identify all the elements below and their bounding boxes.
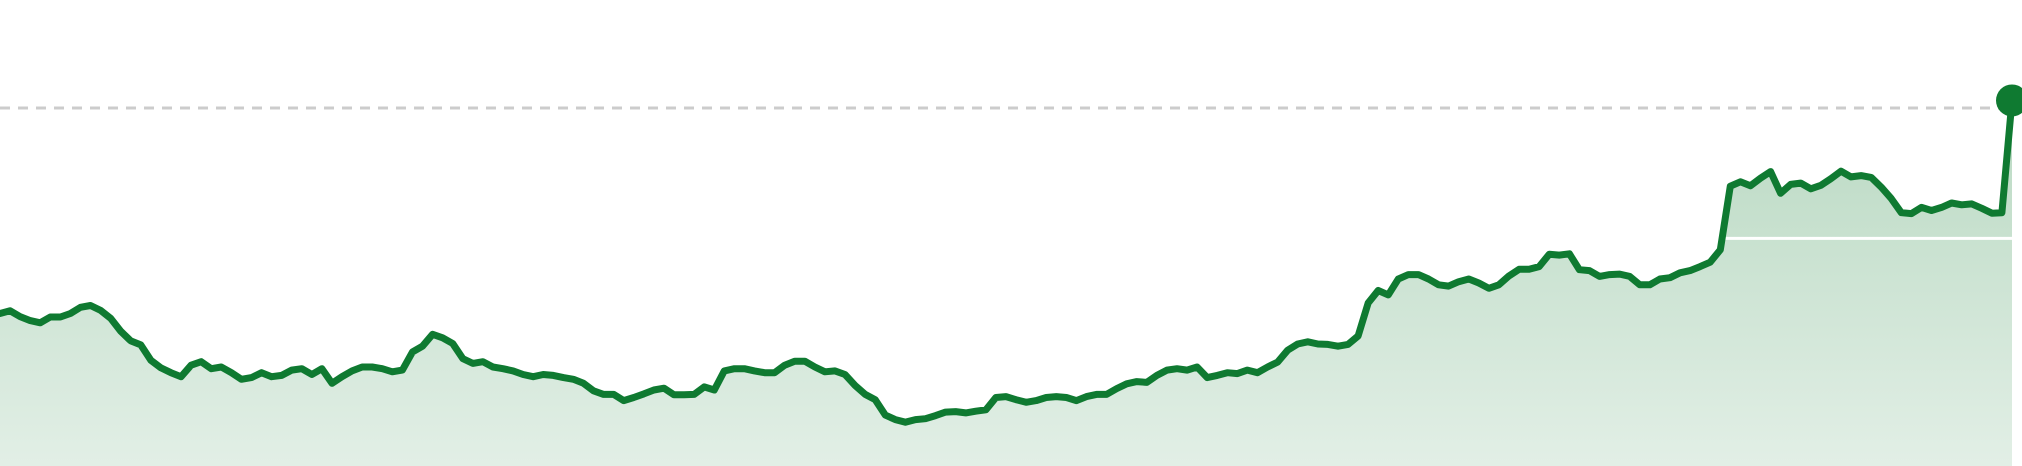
series-endpoint-marker[interactable] xyxy=(1996,84,2022,117)
series-area-fill xyxy=(0,100,2012,466)
series-line xyxy=(0,96,2016,426)
